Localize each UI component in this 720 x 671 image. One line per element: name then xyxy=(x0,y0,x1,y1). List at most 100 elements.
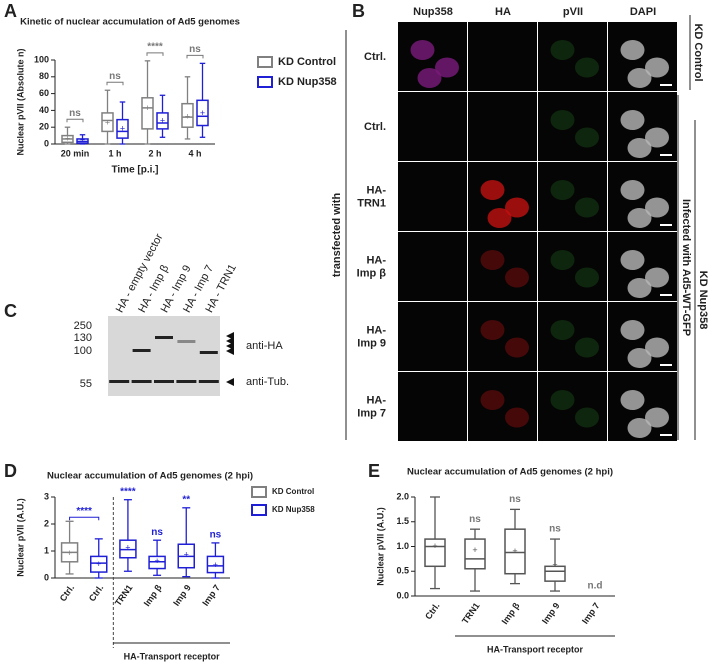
micrograph xyxy=(538,92,607,161)
mean-marker: + xyxy=(125,543,130,553)
band xyxy=(109,380,130,383)
nucleus xyxy=(410,40,435,60)
nucleus xyxy=(627,208,652,228)
group-label: HA-Transport receptor xyxy=(487,644,584,654)
micrograph xyxy=(398,92,467,161)
nucleus xyxy=(487,208,512,228)
y-axis-label: Nuclear pVII (A.U.) xyxy=(15,498,25,577)
legend-label: KD Nup358 xyxy=(278,76,337,88)
nucleus xyxy=(505,407,529,428)
nucleus xyxy=(620,110,645,130)
nucleus xyxy=(620,40,645,60)
chart-title: Kinetic of nuclear accumulation of Ad5 g… xyxy=(20,17,240,28)
annotation: ns xyxy=(69,108,81,119)
annotation: ns xyxy=(509,494,521,505)
blot xyxy=(108,316,220,396)
bracket xyxy=(146,52,164,56)
y-tick-label: 20 xyxy=(39,122,49,132)
y-tick-label: 80 xyxy=(39,71,49,81)
micrograph xyxy=(538,162,607,231)
x-tick-label: Imp 9 xyxy=(540,601,562,626)
nucleus xyxy=(645,57,669,78)
nucleus xyxy=(620,320,645,340)
annotation: ** xyxy=(182,494,190,505)
box xyxy=(90,555,108,573)
x-tick-label: Imp 7 xyxy=(200,583,222,608)
legend-label: KD Control xyxy=(272,487,314,496)
nucleus xyxy=(645,267,669,288)
micrograph xyxy=(398,232,467,301)
x-tick-label: 1 h xyxy=(108,148,121,158)
scale-bar xyxy=(660,434,672,436)
band xyxy=(177,340,196,343)
micrograph xyxy=(398,372,467,441)
annotation: **** xyxy=(147,41,163,52)
y-tick-label: 60 xyxy=(39,88,49,98)
scale-bar xyxy=(660,364,672,366)
x-axis-label: Time [p.i.] xyxy=(111,165,158,176)
x-tick-label: TRN1 xyxy=(113,583,135,608)
row-label: HA- TRN1 xyxy=(357,184,386,209)
mean-marker: + xyxy=(160,116,165,126)
band xyxy=(199,351,218,354)
x-tick-label: Ctrl. xyxy=(87,583,106,603)
column-header: HA xyxy=(495,6,511,18)
panel-letter: A xyxy=(4,1,17,21)
x-tick-label: Ctrl. xyxy=(58,583,77,603)
box xyxy=(504,528,526,575)
nucleus xyxy=(627,348,652,368)
side-label: transfected with xyxy=(331,193,343,278)
row-label-line: Imp β xyxy=(357,268,387,280)
box xyxy=(206,555,225,574)
chart-title: Nuclear accumulation of Ad5 genomes (2 h… xyxy=(407,467,613,478)
mean-marker: + xyxy=(145,103,150,113)
nucleus xyxy=(550,390,575,410)
band xyxy=(131,380,152,383)
mean-marker: + xyxy=(65,133,70,143)
annotation: ns xyxy=(549,524,561,535)
side-label: Infected with Ad5-WT-GFP xyxy=(680,199,692,336)
nucleus xyxy=(550,180,575,200)
box xyxy=(101,112,114,133)
x-tick-label: 20 min xyxy=(61,148,90,158)
group-label: HA-Transport receptor xyxy=(124,651,221,661)
row-label-line: Imp 7 xyxy=(357,408,386,420)
micrograph xyxy=(538,232,607,301)
mean-marker: + xyxy=(472,545,477,555)
nucleus xyxy=(627,278,652,298)
column-header: Nup358 xyxy=(413,6,453,18)
nucleus xyxy=(575,267,599,288)
side-label: KD Nup358 xyxy=(697,271,709,330)
mean-marker: + xyxy=(120,123,125,133)
chart-title: Nuclear accumulation of Ad5 genomes (2 h… xyxy=(47,471,253,482)
band xyxy=(176,380,197,383)
marker-label: 55 xyxy=(80,378,92,390)
mean-marker: + xyxy=(184,549,189,559)
scale-bar xyxy=(660,84,672,86)
box xyxy=(156,112,169,130)
row-label: Ctrl. xyxy=(364,51,386,63)
mean-marker: + xyxy=(512,546,517,556)
x-tick-label: 2 h xyxy=(148,148,161,158)
x-tick-label: TRN1 xyxy=(460,601,482,626)
y-axis-label: Nuclear pVII (Absolute n) xyxy=(15,48,25,155)
box xyxy=(116,118,129,139)
band xyxy=(154,380,174,383)
mean-marker: + xyxy=(96,559,101,569)
mean-marker: + xyxy=(154,556,159,566)
bracket xyxy=(66,118,84,123)
row-label-line: HA- xyxy=(366,324,386,336)
nucleus xyxy=(645,407,669,428)
nucleus xyxy=(505,267,529,288)
scale-bar xyxy=(660,224,672,226)
row-label-line: TRN1 xyxy=(357,198,386,210)
nucleus xyxy=(480,390,505,410)
y-tick-label: 2 xyxy=(44,518,49,528)
mean-marker: + xyxy=(67,548,72,558)
bracket xyxy=(106,81,124,86)
column-header: pVII xyxy=(563,6,583,18)
y-tick-label: 1.0 xyxy=(396,541,409,551)
panel-letter: B xyxy=(352,1,365,21)
y-tick-label: 2.0 xyxy=(396,491,409,501)
band xyxy=(155,336,173,339)
